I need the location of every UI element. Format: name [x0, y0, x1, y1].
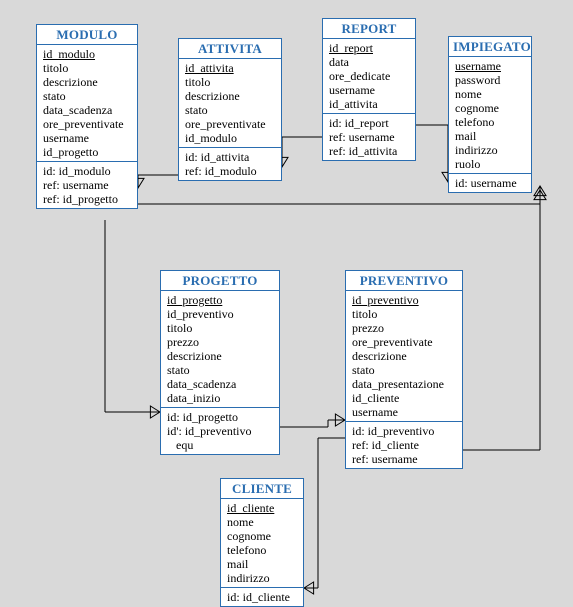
field: stato — [43, 89, 131, 103]
entity-header: IMPIEGATO — [449, 37, 531, 57]
field: id_cliente — [227, 501, 297, 515]
field: data_presentazione — [352, 377, 456, 391]
field: descrizione — [43, 75, 131, 89]
field: id_progetto — [43, 145, 131, 159]
entity-header: ATTIVITA — [179, 39, 281, 59]
field: id_attivita — [185, 61, 275, 75]
field: username — [455, 59, 525, 73]
field: id_progetto — [167, 293, 273, 307]
field: id_modulo — [185, 131, 275, 145]
ref-line: id: id_progetto — [167, 410, 273, 424]
field: telefono — [227, 543, 297, 557]
field: password — [455, 73, 525, 87]
ref-line: ref: username — [352, 452, 456, 466]
field: titolo — [167, 321, 273, 335]
entity-attivita: ATTIVITAid_attivitatitolodescrizionestat… — [178, 38, 282, 181]
refs-section: id: id_reportref: usernameref: id_attivi… — [323, 114, 415, 160]
entity-preventivo: PREVENTIVOid_preventivotitoloprezzoore_p… — [345, 270, 463, 469]
entity-cliente: CLIENTEid_clientenomecognometelefonomail… — [220, 478, 304, 607]
ref-line: ref: id_modulo — [185, 164, 275, 178]
entity-header: PROGETTO — [161, 271, 279, 291]
field: titolo — [185, 75, 275, 89]
ref-line: equ — [167, 438, 273, 452]
field: indirizzo — [455, 143, 525, 157]
field: cognome — [227, 529, 297, 543]
ref-line: ref: username — [329, 130, 409, 144]
field: stato — [167, 363, 273, 377]
field: data_scadenza — [167, 377, 273, 391]
field: username — [329, 83, 409, 97]
fields-section: id_modulotitolodescrizionestatodata_scad… — [37, 45, 137, 162]
field: titolo — [352, 307, 456, 321]
refs-section: id: id_preventivoref: id_clienteref: use… — [346, 422, 462, 468]
field: id_report — [329, 41, 409, 55]
entity-report: REPORTid_reportdataore_dedicateusernamei… — [322, 18, 416, 161]
field: ore_preventivate — [43, 117, 131, 131]
field: id_cliente — [352, 391, 456, 405]
ref-line: ref: id_progetto — [43, 192, 131, 206]
refs-section: id: id_cliente — [221, 588, 303, 606]
field: ore_preventivate — [185, 117, 275, 131]
refs-section: id: id_attivitaref: id_modulo — [179, 148, 281, 180]
entity-header: REPORT — [323, 19, 415, 39]
field: descrizione — [167, 349, 273, 363]
field: data — [329, 55, 409, 69]
field: stato — [352, 363, 456, 377]
ref-line: ref: username — [43, 178, 131, 192]
entity-impiegato: IMPIEGATOusernamepasswordnomecognometele… — [448, 36, 532, 193]
field: prezzo — [352, 321, 456, 335]
entity-header: MODULO — [37, 25, 137, 45]
field: username — [352, 405, 456, 419]
field: descrizione — [352, 349, 456, 363]
field: descrizione — [185, 89, 275, 103]
field: id_modulo — [43, 47, 131, 61]
field: ruolo — [455, 157, 525, 171]
ref-line: ref: id_cliente — [352, 438, 456, 452]
ref-line: id: id_preventivo — [352, 424, 456, 438]
entity-header: CLIENTE — [221, 479, 303, 499]
ref-line: id': id_preventivo — [167, 424, 273, 438]
field: stato — [185, 103, 275, 117]
field: ore_dedicate — [329, 69, 409, 83]
fields-section: id_reportdataore_dedicateusernameid_atti… — [323, 39, 415, 114]
refs-section: id: username — [449, 174, 531, 192]
entity-header: PREVENTIVO — [346, 271, 462, 291]
ref-line: id: username — [455, 176, 525, 190]
ref-line: id: id_attivita — [185, 150, 275, 164]
field: id_preventivo — [167, 307, 273, 321]
fields-section: id_attivitatitolodescrizionestatoore_pre… — [179, 59, 281, 148]
ref-line: id: id_modulo — [43, 164, 131, 178]
fields-section: id_progettoid_preventivotitoloprezzodesc… — [161, 291, 279, 408]
fields-section: id_clientenomecognometelefonomailindiriz… — [221, 499, 303, 588]
field: mail — [455, 129, 525, 143]
field: mail — [227, 557, 297, 571]
field: indirizzo — [227, 571, 297, 585]
field: username — [43, 131, 131, 145]
field: id_preventivo — [352, 293, 456, 307]
refs-section: id: id_progettoid': id_preventivo equ — [161, 408, 279, 454]
field: data_inizio — [167, 391, 273, 405]
refs-section: id: id_moduloref: usernameref: id_proget… — [37, 162, 137, 208]
field: titolo — [43, 61, 131, 75]
field: nome — [227, 515, 297, 529]
fields-section: id_preventivotitoloprezzoore_preventivat… — [346, 291, 462, 422]
field: prezzo — [167, 335, 273, 349]
entity-progetto: PROGETTOid_progettoid_preventivotitolopr… — [160, 270, 280, 455]
ref-line: id: id_report — [329, 116, 409, 130]
field: id_attivita — [329, 97, 409, 111]
ref-line: ref: id_attivita — [329, 144, 409, 158]
field: cognome — [455, 101, 525, 115]
entity-modulo: MODULOid_modulotitolodescrizionestatodat… — [36, 24, 138, 209]
field: data_scadenza — [43, 103, 131, 117]
field: telefono — [455, 115, 525, 129]
fields-section: usernamepasswordnomecognometelefonomaili… — [449, 57, 531, 174]
field: ore_preventivate — [352, 335, 456, 349]
field: nome — [455, 87, 525, 101]
